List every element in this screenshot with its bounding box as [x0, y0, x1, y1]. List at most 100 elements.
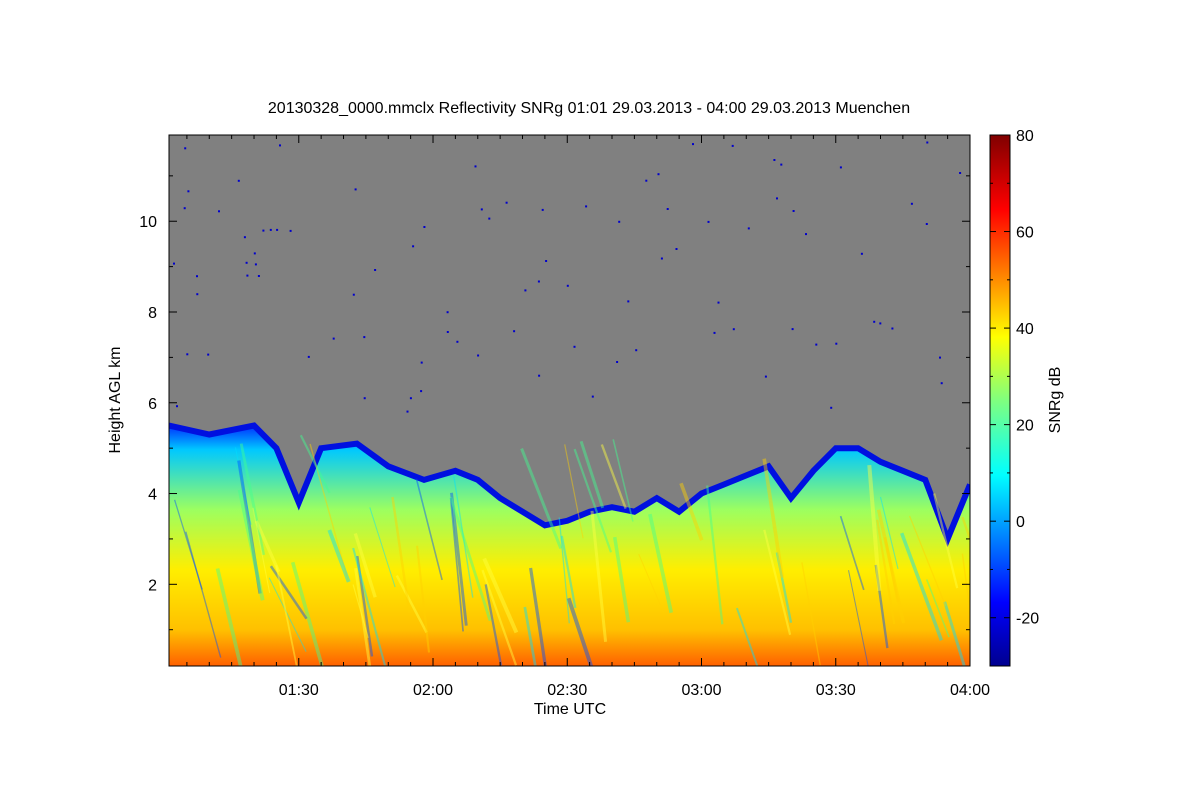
fall-streak: [215, 568, 243, 666]
colorbar-tick-label: 20: [1016, 418, 1034, 435]
fall-streak: [309, 443, 349, 582]
noise-point: [792, 210, 795, 212]
fall-streak: [735, 607, 759, 666]
y-axis-label: Height AGL km: [107, 346, 124, 453]
y-tick-label: 2: [148, 577, 157, 594]
noise-point: [805, 233, 807, 236]
fall-streak: [173, 499, 203, 590]
fall-streak: [775, 552, 793, 623]
fall-streak: [185, 531, 222, 658]
x-axis-label: Time UTC: [534, 701, 606, 718]
noise-point: [289, 229, 292, 232]
noise-point: [660, 257, 663, 260]
fall-streak: [453, 476, 474, 598]
cloud-top-edge: [169, 422, 970, 548]
noise-point: [456, 340, 459, 343]
noise-point: [374, 269, 377, 271]
noise-point: [207, 353, 210, 356]
noise-point: [176, 405, 178, 408]
noise-point: [253, 252, 256, 255]
fall-streak: [484, 584, 503, 666]
fall-streak: [237, 489, 265, 601]
plot-frame: [168, 134, 971, 667]
noise-point: [791, 328, 794, 331]
noise-point: [645, 179, 648, 182]
noise-point: [537, 280, 540, 283]
x-tick-label: 02:30: [547, 682, 587, 699]
fall-streak: [353, 533, 377, 598]
fall-streak: [352, 547, 387, 666]
fall-streaks: [173, 434, 970, 666]
noise-point: [420, 361, 423, 364]
fall-streak: [558, 517, 570, 624]
noise-point: [815, 343, 818, 346]
fall-streak: [237, 460, 262, 594]
fall-streak: [925, 579, 950, 638]
noise-point: [873, 320, 876, 323]
noise-point: [352, 293, 355, 296]
y-tick-label: 6: [148, 396, 157, 413]
noise-point: [505, 201, 508, 204]
noise-point: [939, 356, 941, 359]
noise-point: [627, 300, 630, 303]
noise-point: [480, 208, 483, 211]
fall-streak: [416, 545, 431, 653]
noise-point: [692, 143, 694, 146]
fall-streak: [529, 567, 547, 666]
colorbar-tick-label: 0: [1016, 514, 1025, 531]
noise-point: [237, 179, 240, 182]
noise-point: [363, 336, 366, 339]
noise-point: [196, 275, 198, 278]
fall-streak: [268, 577, 307, 652]
noise-point: [409, 397, 412, 400]
fall-streak: [239, 443, 266, 556]
fall-streak: [648, 513, 674, 614]
fall-streak: [763, 529, 792, 636]
noise-point: [257, 275, 260, 277]
colorbar-tick-label: 80: [1016, 128, 1034, 145]
noise-point: [566, 284, 569, 287]
fall-streak: [638, 553, 664, 613]
noise-point: [926, 141, 929, 144]
fall-streak: [560, 535, 577, 609]
fall-streak: [352, 584, 369, 639]
noise-point: [412, 245, 415, 248]
fall-streak: [234, 447, 252, 525]
noise-point: [773, 159, 776, 161]
colorbar: [989, 134, 1011, 667]
fall-streak: [874, 564, 889, 649]
noise-point: [713, 331, 716, 334]
colorbar-tick-label: 60: [1016, 225, 1034, 242]
noise-point: [184, 147, 187, 150]
noise-point: [780, 163, 783, 166]
fall-streak: [590, 510, 608, 642]
noise-point: [732, 328, 735, 331]
fall-streak: [679, 482, 704, 541]
fall-streak: [573, 448, 613, 553]
fall-streak: [354, 567, 372, 666]
noise-point: [254, 263, 257, 266]
noise-point: [488, 217, 491, 220]
fall-streak: [932, 493, 959, 589]
fall-streak: [579, 440, 605, 509]
colorbar-tick-label: -20: [1016, 611, 1039, 628]
noise-point: [218, 210, 220, 213]
noise-point: [717, 301, 720, 304]
colorbar-label: SNRg dB: [1047, 367, 1064, 434]
fall-streak: [883, 537, 900, 603]
cloud-echo-region: [169, 425, 970, 666]
noise-point: [891, 327, 894, 330]
noise-point: [925, 223, 928, 225]
fall-streak: [839, 515, 865, 591]
noise-point: [276, 228, 279, 231]
noise-point: [307, 355, 310, 358]
noise-point: [839, 166, 842, 169]
noise-point: [363, 397, 366, 400]
noise-point: [332, 337, 335, 340]
noise-point: [879, 322, 882, 325]
fall-streak: [449, 497, 464, 632]
fall-streak: [600, 444, 627, 510]
noise-point: [830, 406, 833, 409]
fall-streak: [481, 569, 518, 666]
noise-point: [243, 236, 246, 239]
